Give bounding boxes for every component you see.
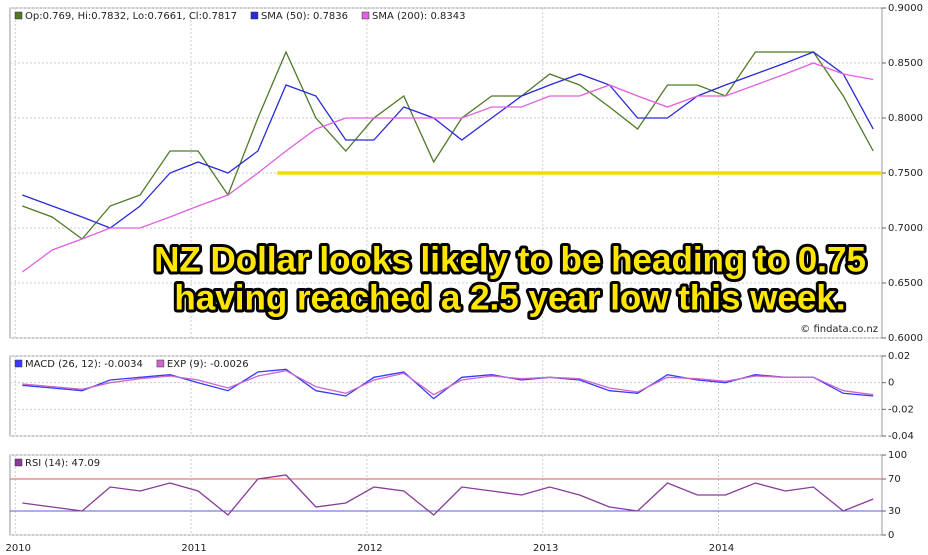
x-tick-label: 2014 — [709, 543, 734, 554]
y-tick-label: 30 — [888, 506, 901, 517]
series-line — [22, 50, 874, 240]
y-tick-label: 0.7500 — [888, 168, 923, 179]
y-tick-label: 0.02 — [888, 351, 910, 362]
annotation: NZ Dollar looks likely to be heading to … — [154, 240, 866, 279]
legend-label: EXP (9): -0.0026 — [167, 359, 249, 370]
y-tick-label: 0 — [888, 530, 894, 541]
y-tick-label: 0 — [888, 378, 894, 389]
legend-swatch — [14, 359, 23, 368]
legend-swatch — [14, 11, 23, 20]
y-tick-label: 0.7000 — [888, 223, 923, 234]
legend-label: SMA (50): 0.7836 — [261, 11, 348, 22]
x-tick-label: 2013 — [533, 543, 558, 554]
legend-swatch — [250, 11, 259, 20]
credit: © findata.co.nz — [800, 324, 878, 335]
legend-label: MACD (26, 12): -0.0034 — [25, 359, 143, 370]
y-tick-label: 70 — [888, 474, 901, 485]
x-tick-label: 2012 — [357, 543, 382, 554]
legend-label: Op:0.769, Hi:0.7832, Lo:0.7661, Cl:0.781… — [25, 11, 237, 22]
legend-label: SMA (200): 0.8343 — [372, 11, 465, 22]
legend-label: RSI (14): 47.09 — [25, 458, 100, 469]
y-tick-label: 0.8000 — [888, 113, 923, 124]
panel — [9, 454, 883, 536]
y-tick-label: 0.8500 — [888, 58, 923, 69]
y-tick-label: 0.9000 — [888, 3, 923, 14]
y-tick-label: 0.6000 — [888, 333, 923, 344]
y-tick-label: -0.02 — [888, 404, 914, 415]
y-tick-label: 0.6500 — [888, 278, 923, 289]
annotation: having reached a 2.5 year low this week. — [174, 278, 845, 317]
x-tick-label: 2010 — [6, 543, 31, 554]
series-line — [22, 51, 874, 229]
x-tick-label: 2011 — [181, 543, 206, 554]
legend-swatch — [14, 458, 23, 467]
y-tick-label: -0.04 — [888, 431, 914, 442]
series-line — [21, 62, 874, 273]
legend-swatch — [156, 359, 165, 368]
y-tick-label: 100 — [888, 450, 907, 461]
panel — [9, 355, 883, 437]
series-line — [22, 370, 874, 396]
legend-swatch — [361, 11, 370, 20]
series-line — [22, 474, 874, 516]
